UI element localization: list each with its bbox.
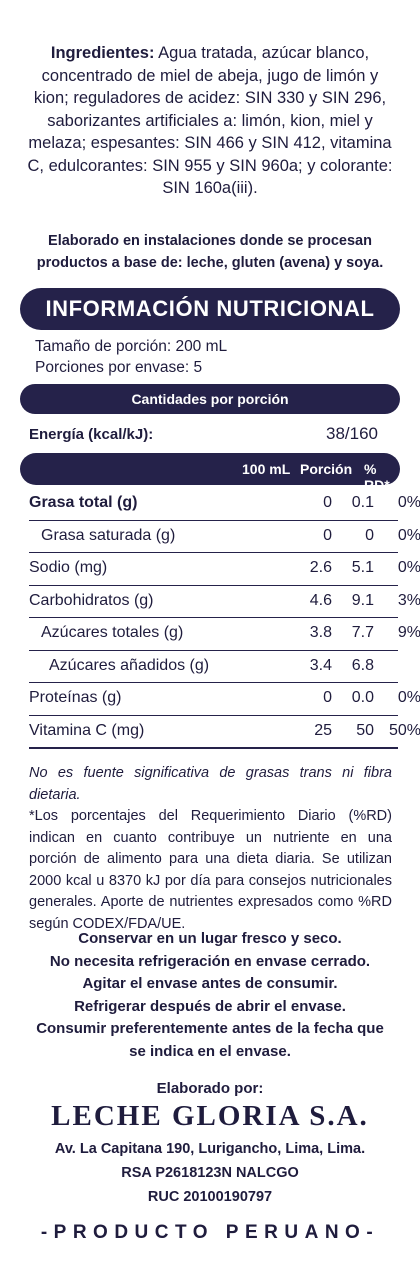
col-100ml: 100 mL xyxy=(242,461,291,477)
nutrient-rd-percent: 0% xyxy=(397,689,420,706)
row-divider xyxy=(29,747,398,749)
nutrient-per-portion: 7.7 xyxy=(351,624,374,641)
nutrient-row: Proteínas (g) 0 0.0 0% xyxy=(29,682,420,714)
row-divider xyxy=(29,552,398,553)
nutrient-per-100ml: 0 xyxy=(323,689,332,706)
nutrient-rd-percent: 3% xyxy=(397,591,420,609)
nutrient-rd-percent: 0% xyxy=(397,494,420,511)
manufacturer-rsa: RSA P2618123N NALCGO xyxy=(121,1165,299,1181)
nutrient-per-portion: 50 xyxy=(356,721,374,739)
nutrient-label: Carbohidratos (g) xyxy=(29,591,154,609)
nutrient-label: Grasa total (g) xyxy=(29,494,138,511)
ingredients-label: Ingredientes: xyxy=(50,44,155,62)
nutrient-per-portion: 5.1 xyxy=(351,559,374,576)
nutrient-row: Carbohidratos (g) 4.6 9.1 3% xyxy=(29,585,420,617)
col-portion: Porción xyxy=(300,461,353,477)
facility-notice: Elaborado en instalaciones donde se proc… xyxy=(20,230,400,274)
rd-note: *Los porcentajes del Requerimiento Diari… xyxy=(29,808,392,932)
nutrient-rd-percent: 9% xyxy=(397,624,420,641)
row-divider xyxy=(29,519,398,521)
row-divider xyxy=(29,584,398,586)
origin-label: -PRODUCTO PERUANO- xyxy=(40,1222,380,1243)
nutrient-label: Vitamina C (mg) xyxy=(29,721,145,739)
row-divider xyxy=(29,714,398,716)
storage-line: Refrigerar después de abrir el envase. xyxy=(74,997,346,1015)
nutrient-label: Grasa saturada (g) xyxy=(41,526,176,544)
nutrient-row: Grasa total (g) 0 0.1 0% xyxy=(29,487,420,519)
energy-value: 38/160 xyxy=(326,424,378,443)
nutrient-per-portion: 0.1 xyxy=(351,494,374,511)
servings-per-container: Porciones por envase: 5 xyxy=(35,359,203,376)
nutrient-rd-percent: 0% xyxy=(397,559,420,576)
trans-fat-note: No es fuente significativa de grasas tra… xyxy=(29,765,392,803)
facility-line: productos a base de: leche, gluten (aven… xyxy=(36,255,384,271)
manufacturer-ruc: RUC 20100190797 xyxy=(147,1189,273,1205)
nutrient-label: Azúcares totales (g) xyxy=(41,624,184,641)
storage-instructions: Conservar en un lugar fresco y seco. No … xyxy=(20,928,400,1063)
serving-size: Tamaño de porción: 200 mL xyxy=(35,338,228,355)
nutrient-row: Azúcares totales (g) 3.8 7.7 9% xyxy=(29,617,420,649)
nutrient-per-portion: 0.0 xyxy=(351,689,374,706)
nutrient-label: Azúcares añadidos (g) xyxy=(49,656,210,674)
nutrient-per-portion: 9.1 xyxy=(351,591,374,609)
nutrient-rd-percent: 50% xyxy=(388,721,420,739)
nutrient-row: Vitamina C (mg) 25 50 50% xyxy=(29,715,420,747)
made-by-label: Elaborado por: xyxy=(156,1080,264,1097)
ingredients-text: Ingredientes: Agua tratada, azúcar blanc… xyxy=(26,42,394,200)
row-divider xyxy=(29,649,398,651)
manufacturer-name: LECHE GLORIA S.A. xyxy=(51,1100,369,1132)
nutrient-per-100ml: 0 xyxy=(323,526,332,544)
per-serving-header: Cantidades por porción xyxy=(20,384,400,414)
facility-line: Elaborado en instalaciones donde se proc… xyxy=(48,233,372,249)
nutrient-label: Proteínas (g) xyxy=(29,689,122,706)
nutrition-title: INFORMACIÓN NUTRICIONAL xyxy=(20,288,400,330)
storage-line: Agitar el envase antes de consumir. xyxy=(82,975,338,992)
storage-line: se indica en el envase. xyxy=(129,1042,291,1060)
row-divider xyxy=(29,682,398,683)
col-rd: % RD* xyxy=(364,461,390,493)
nutrient-row: Azúcares añadidos (g) 3.4 6.8 xyxy=(29,650,398,682)
nutrient-per-portion: 0 xyxy=(365,526,374,544)
storage-line: Consumir preferentemente antes de la fec… xyxy=(36,1020,384,1037)
nutrient-per-portion: 6.8 xyxy=(351,656,374,674)
storage-line: No necesita refrigeración en envase cerr… xyxy=(49,952,371,970)
nutrient-row: Sodio (mg) 2.6 5.1 0% xyxy=(29,552,420,584)
energy-label: Energía (kcal/kJ): xyxy=(29,426,154,443)
nutrient-per-100ml: 2.6 xyxy=(309,559,332,576)
nutrient-per-100ml: 25 xyxy=(314,721,332,739)
storage-line: Conservar en un lugar fresco y seco. xyxy=(78,930,342,947)
ingredients-list: Agua tratada, azúcar blanco, concentrado… xyxy=(27,44,393,197)
nutrient-per-100ml: 3.8 xyxy=(309,624,332,641)
nutrient-row: Grasa saturada (g) 0 0 0% xyxy=(29,520,420,552)
nutrient-per-100ml: 4.6 xyxy=(309,591,332,609)
nutrient-table-header: 100 mL Porción % RD* xyxy=(20,453,400,493)
nutrient-per-100ml: 3.4 xyxy=(309,656,332,674)
row-divider xyxy=(29,617,398,618)
manufacturer-details: Av. La Capitana 190, Lurigancho, Lima, L… xyxy=(20,1137,400,1209)
manufacturer-address: Av. La Capitana 190, Lurigancho, Lima, L… xyxy=(54,1141,366,1157)
nutrient-label: Sodio (mg) xyxy=(29,559,108,576)
nutrition-notes: No es fuente significativa de grasas tra… xyxy=(29,763,392,935)
nutrient-per-100ml: 0 xyxy=(323,494,332,511)
nutrient-rd-percent: 0% xyxy=(397,526,420,544)
